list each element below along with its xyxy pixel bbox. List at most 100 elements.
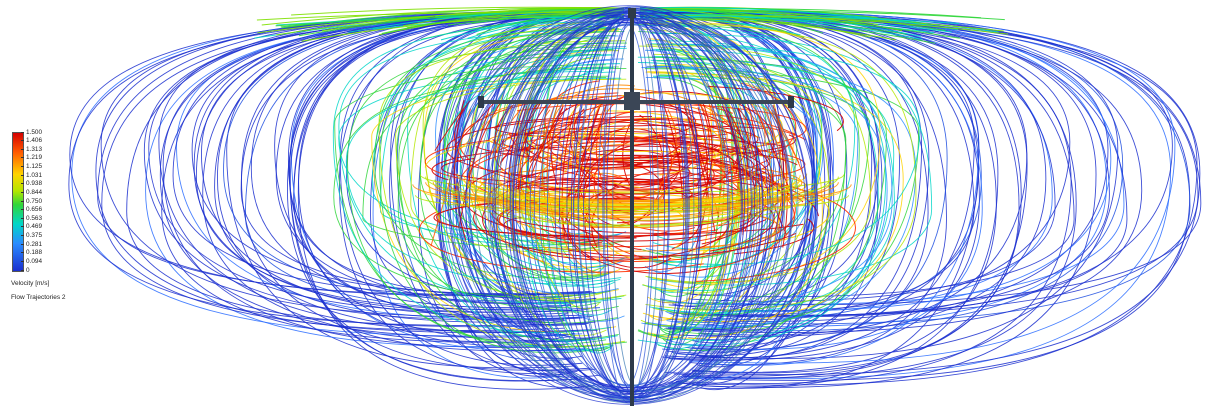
trajectory-line: [458, 107, 490, 228]
legend-tick-labels: 1.500 1.406 1.313 1.219 1.125 1.031 0.938 0.844…: [21, 128, 86, 274]
legend-tick-label: 0.469: [21, 223, 42, 231]
trajectory-line: [338, 28, 622, 305]
trajectory-line: [654, 66, 818, 278]
trajectory-line: [422, 21, 603, 299]
trajectory-line: [417, 9, 583, 377]
trajectory-line: [604, 110, 723, 176]
impeller-hub: [624, 92, 640, 110]
trajectory-line: [568, 97, 699, 162]
trajectory-line: [593, 134, 696, 232]
velocity-legend: 1.500 1.406 1.313 1.219 1.125 1.031 0.938 0.844…: [8, 128, 88, 308]
shaft-tip: [628, 8, 636, 18]
legend-tick-label: 0.844: [21, 188, 42, 196]
trajectory-line: [543, 213, 779, 252]
trajectory-line: [418, 211, 704, 273]
trajectory-line: [650, 72, 904, 323]
trajectory-line: [460, 108, 502, 149]
trajectory-line: [333, 75, 610, 298]
trajectory-line: [639, 18, 897, 41]
impeller-shaft: [630, 8, 634, 406]
trajectory-line: [707, 85, 844, 132]
trajectory-line: [398, 66, 619, 341]
trajectory-line: [639, 14, 1009, 35]
trajectory-line: [639, 7, 959, 31]
legend-tick-label: 0.563: [21, 214, 42, 222]
trajectory-line: [431, 145, 798, 181]
trajectory-line: [518, 105, 592, 170]
trajectory-line: [454, 99, 467, 241]
trajectory-line: [397, 54, 602, 309]
trajectory-line: [612, 23, 659, 387]
legend-color-bar: [12, 132, 24, 272]
legend-tick-label: 0.094: [21, 257, 42, 265]
trajectory-line: [666, 58, 917, 327]
trajectory-line: [654, 9, 1191, 325]
legend-tick-label: 1.500: [21, 128, 42, 136]
trajectory-line: [379, 31, 608, 354]
trajectory-line: [558, 100, 601, 159]
trajectory-line: [653, 77, 734, 341]
impeller-assembly: [478, 8, 794, 406]
trajectory-line: [663, 57, 887, 335]
trajectory-line: [293, 13, 613, 320]
trajectory-line: [434, 100, 471, 151]
legend-tick-label: 1.031: [21, 171, 42, 179]
legend-tick-label: 0: [21, 266, 30, 274]
legend-tick-label: 0.375: [21, 232, 42, 239]
trajectory-line: [755, 109, 795, 200]
trajectory-line: [655, 15, 1072, 385]
trajectory-line: [670, 16, 947, 366]
trajectory-line: [570, 11, 701, 399]
trajectory-line: [440, 16, 625, 41]
legend-tick-label: 1.406: [21, 137, 42, 145]
trajectory-line: [645, 44, 871, 283]
trajectory-line: [289, 17, 606, 382]
trajectory-line: [288, 16, 603, 304]
trajectory-line: [100, 12, 613, 318]
trajectory-line: [649, 32, 933, 286]
legend-tick-label: 0.750: [21, 197, 42, 205]
trajectory-line: [145, 16, 583, 348]
legend-tick-label: 0.188: [21, 249, 42, 257]
trajectory-line: [639, 13, 923, 40]
legend-tick-label: 1.219: [21, 154, 42, 162]
trajectory-line: [708, 104, 724, 197]
trajectory-line: [275, 9, 625, 36]
trajectory-line: [598, 101, 610, 159]
trajectory-line: [374, 27, 614, 279]
legend-tick-label: 1.313: [21, 145, 42, 153]
trajectory-line: [488, 109, 521, 159]
trajectory-line: [641, 67, 859, 329]
trajectory-line: [680, 14, 1112, 312]
trajectory-line: [473, 210, 670, 259]
trajectory-line: [709, 198, 775, 252]
trajectory-line: [578, 9, 695, 401]
trajectory-line: [679, 16, 983, 350]
trajectory-line: [662, 15, 1128, 316]
trajectory-line: [668, 10, 1176, 364]
legend-quantity-label: Velocity [m/s]: [11, 280, 50, 287]
trajectory-line: [670, 11, 1108, 328]
trajectory-line: [644, 49, 714, 273]
trajectory-line: [347, 42, 627, 348]
trajectory-line: [578, 143, 681, 250]
trajectory-line: [646, 65, 888, 329]
trajectory-line: [568, 232, 797, 257]
impeller-blade-right: [788, 96, 794, 108]
trajectory-line: [159, 16, 588, 338]
trajectory-line: [214, 12, 585, 323]
legend-tick-label: 0.281: [21, 240, 42, 248]
legend-tick-label: 1.125: [21, 163, 42, 170]
trajectory-line: [661, 14, 900, 347]
impeller-blade-left: [478, 96, 484, 108]
legend-tick-label: 0.656: [21, 206, 42, 214]
trajectory-line: [256, 11, 625, 21]
trajectory-line: [653, 71, 870, 305]
legend-tick-label: 0.938: [21, 180, 42, 188]
trajectory-line: [371, 78, 617, 333]
legend-caption: Flow Trajectories 2: [11, 294, 66, 301]
trajectory-line: [453, 109, 465, 163]
trajectory-line: [673, 123, 759, 155]
